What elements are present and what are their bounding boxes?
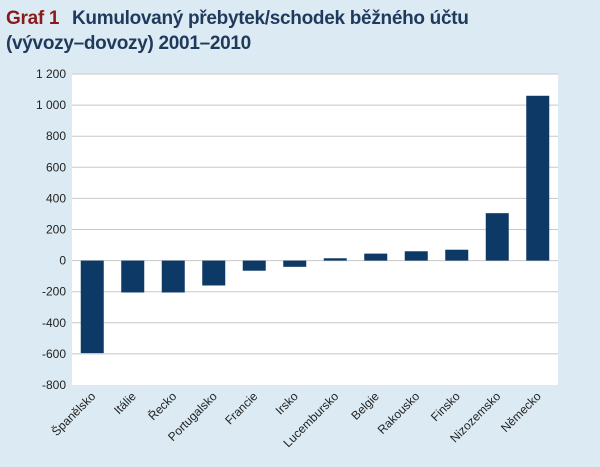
- y-tick-label: 800: [46, 129, 66, 143]
- y-tick-label: -400: [42, 316, 66, 330]
- y-axis-tick-labels: -800 -600 -400 -200 0 200 400 600 800 1 000 1 200: [36, 67, 66, 392]
- y-tick-label: 200: [46, 223, 66, 237]
- bar: [242, 260, 266, 271]
- x-tick-label: Francie: [222, 389, 260, 427]
- bar: [283, 260, 307, 267]
- y-tick-label: -200: [42, 285, 66, 299]
- bar: [161, 260, 185, 293]
- chart-title: Graf 1 Kumulovaný přebytek/schodek běžnéh…: [6, 6, 596, 56]
- y-tick-label: 1 000: [36, 98, 66, 112]
- bar: [121, 260, 145, 293]
- bar: [323, 258, 347, 261]
- x-tick-label: Finsko: [428, 389, 463, 424]
- y-tick-label: -800: [42, 378, 66, 392]
- bar: [80, 260, 104, 354]
- x-tick-label: Itálie: [111, 389, 139, 417]
- x-tick-label: Španělsko: [48, 388, 98, 438]
- bar: [364, 253, 388, 261]
- x-tick-label: Německo: [498, 389, 544, 435]
- bar: [526, 95, 550, 261]
- y-tick-label: -600: [42, 347, 66, 361]
- bar: [202, 260, 226, 286]
- y-tick-label: 600: [46, 160, 66, 174]
- y-tick-label: 400: [46, 191, 66, 205]
- x-tick-label: Irsko: [273, 389, 302, 418]
- x-tick-label: Belgie: [348, 389, 382, 423]
- title-line-1: Graf 1 Kumulovaný přebytek/schodek běžnéh…: [6, 6, 596, 31]
- x-tick-label: Řecko: [145, 388, 180, 423]
- bar: [445, 249, 469, 261]
- bar: [404, 251, 428, 261]
- title-text-line-2: (vývozy–dovozy) 2001–2010: [6, 33, 251, 54]
- x-tick-label: Rakousko: [375, 389, 423, 437]
- grid-lines: [72, 73, 558, 355]
- graf-number-label: Graf 1: [6, 8, 60, 29]
- y-tick-label: 0: [59, 254, 66, 268]
- y-tick-label: 1 200: [36, 67, 66, 81]
- title-text-line-1: Kumulovaný přebytek/schodek běžného účtu: [72, 8, 469, 29]
- bars: [80, 95, 550, 354]
- bar: [485, 213, 509, 261]
